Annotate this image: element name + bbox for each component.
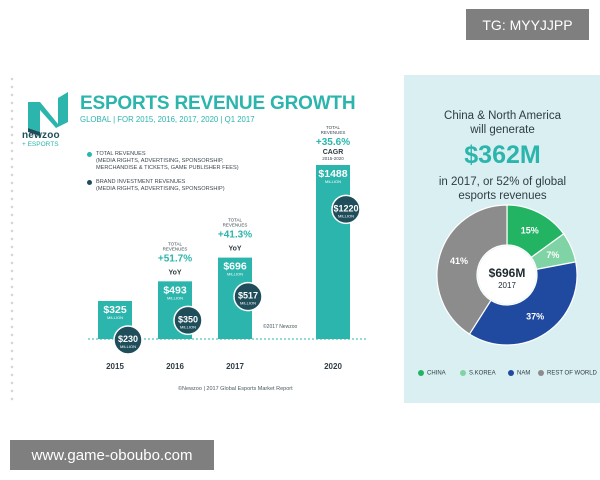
donut-slice bbox=[468, 261, 578, 346]
donut-legend-dot bbox=[508, 370, 514, 376]
growth-tag: CAGR bbox=[323, 149, 344, 156]
brand-revenue-unit: MILLION bbox=[180, 324, 196, 329]
brand-revenue-marker bbox=[113, 325, 143, 355]
total-revenue-label: $1488 bbox=[318, 168, 347, 180]
legend-dot-brand bbox=[87, 180, 92, 185]
total-revenue-unit: MILLION bbox=[167, 295, 183, 300]
chart-subtitle: GLOBAL | FOR 2015, 2016, 2017, 2020 | Q1… bbox=[80, 115, 255, 124]
growth-tag: YoY bbox=[168, 269, 181, 276]
brand-revenue-unit: MILLION bbox=[338, 213, 354, 218]
donut-legend-label: NAM bbox=[517, 370, 531, 377]
legend-total-line3: MERCHANDISE & TICKETS, GAME PUBLISHER FE… bbox=[96, 165, 239, 171]
panel-text-line4: esports revenues bbox=[458, 190, 547, 202]
brand-subtitle: + ESPORTS bbox=[22, 141, 59, 148]
year-tick-label: 2017 bbox=[226, 362, 244, 371]
revenue-bar-chart: $325MILLION$230MILLION2015$493MILLION$35… bbox=[88, 125, 366, 371]
growth-value: +35.6% bbox=[316, 137, 350, 148]
legend-total-revenues: TOTAL REVENUES (MEDIA RIGHTS, ADVERTISIN… bbox=[87, 151, 239, 172]
donut-legend-dot bbox=[460, 370, 466, 376]
donut-slice bbox=[436, 204, 508, 335]
brand-name: newzoo bbox=[22, 130, 60, 141]
donut-slice-label: 7% bbox=[546, 250, 559, 260]
brand-revenue-marker bbox=[173, 305, 203, 336]
newzoo-logo bbox=[20, 88, 78, 150]
total-revenue-unit: MILLION bbox=[107, 315, 123, 320]
inline-copyright: ©2017 Newzoo bbox=[263, 323, 297, 330]
growth-caption-top: TOTAL bbox=[326, 125, 341, 130]
decorative-dots bbox=[10, 75, 14, 405]
brand-revenue-label: $1220 bbox=[333, 203, 358, 213]
total-revenue-bar bbox=[316, 165, 350, 339]
growth-caption-mid: REVENUES bbox=[321, 130, 346, 135]
year-tick-label: 2015 bbox=[106, 362, 124, 371]
panel-text-line1: China & North America bbox=[444, 110, 561, 122]
donut-legend-dot bbox=[538, 370, 544, 376]
donut-legend-label: S.KOREA bbox=[469, 370, 496, 377]
total-revenue-unit: MILLION bbox=[227, 272, 243, 277]
total-revenue-label: $325 bbox=[103, 304, 127, 316]
donut-slice-label: 41% bbox=[450, 256, 468, 266]
donut-legend-item: REST OF WORLD bbox=[538, 370, 597, 377]
growth-value: +51.7% bbox=[158, 253, 192, 264]
legend-brand-line2: (MEDIA RIGHTS, ADVERTISING, SPONSORSHIP) bbox=[96, 186, 225, 192]
growth-value: +41.3% bbox=[218, 230, 252, 241]
brand-revenue-label: $230 bbox=[118, 334, 138, 344]
growth-caption-top: TOTAL bbox=[228, 218, 243, 223]
donut-hole bbox=[478, 246, 536, 304]
total-revenue-label: $493 bbox=[163, 284, 187, 296]
year-tick-label: 2016 bbox=[166, 362, 184, 371]
total-revenue-label: $696 bbox=[223, 261, 247, 273]
donut-legend-item: S.KOREA bbox=[460, 370, 496, 377]
brand-revenue-unit: MILLION bbox=[240, 301, 256, 306]
china-nam-panel: China & North America will generate $362… bbox=[404, 75, 600, 403]
donut-legend-item: NAM bbox=[508, 370, 530, 377]
donut-center-label: 2017 bbox=[498, 281, 516, 290]
donut-legend-item: CHINA bbox=[418, 370, 446, 377]
brand-revenue-label: $517 bbox=[238, 291, 258, 301]
legend-total-line1: TOTAL REVENUES bbox=[96, 151, 146, 157]
newzoo-logo-icon bbox=[28, 92, 68, 136]
donut-legend-dot bbox=[418, 370, 424, 376]
panel-text-line3: in 2017, or 52% of global bbox=[438, 176, 567, 188]
total-revenue-unit: MILLION bbox=[325, 179, 341, 184]
donut-slice-label: 37% bbox=[526, 311, 544, 321]
legend-brand-investment: BRAND INVESTMENT REVENUES (MEDIA RIGHTS,… bbox=[87, 179, 225, 193]
legend-total-line2: (MEDIA RIGHTS, ADVERTISING, SPONSORSHIP, bbox=[96, 158, 224, 164]
chart-footnote: ©Newzoo | 2017 Global Esports Market Rep… bbox=[178, 386, 293, 392]
growth-caption-top: TOTAL bbox=[168, 241, 183, 246]
growth-caption-mid: REVENUES bbox=[163, 246, 188, 251]
donut-center-value: $696M bbox=[489, 266, 526, 280]
brand-revenue-unit: MILLION bbox=[120, 344, 136, 349]
donut-legend-label: CHINA bbox=[427, 370, 446, 377]
legend-dot-total bbox=[87, 152, 92, 157]
donut-slice-label: 15% bbox=[521, 225, 539, 235]
panel-highlight-value: $362M bbox=[464, 141, 541, 169]
growth-extra: 2015-2020 bbox=[322, 156, 344, 161]
donut-legend: CHINA S.KOREA NAM REST OF WORLD bbox=[414, 370, 599, 382]
donut-legend-label: REST OF WORLD bbox=[547, 370, 597, 377]
legend-brand-line1: BRAND INVESTMENT REVENUES bbox=[96, 179, 186, 185]
watermark-tg: TG: MYYJJPP bbox=[466, 9, 589, 40]
brand-revenue-label: $350 bbox=[178, 314, 198, 324]
year-tick-label: 2020 bbox=[324, 362, 342, 371]
chart-title: ESPORTS REVENUE GROWTH bbox=[80, 93, 356, 114]
brand-revenue-marker bbox=[331, 194, 361, 225]
panel-text-line2: will generate bbox=[470, 124, 535, 136]
brand-revenue-marker bbox=[233, 281, 263, 312]
watermark-site: www.game-oboubo.com bbox=[10, 440, 214, 470]
growth-tag: YoY bbox=[228, 246, 241, 253]
growth-caption-mid: REVENUES bbox=[223, 223, 248, 228]
